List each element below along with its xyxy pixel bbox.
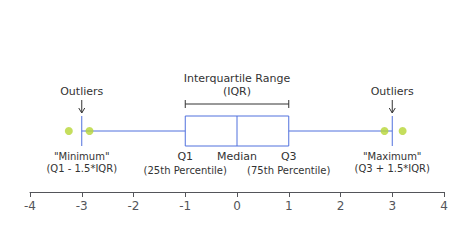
- svg-text:3: 3: [388, 199, 396, 213]
- svg-text:Interquartile Range: Interquartile Range: [184, 72, 291, 85]
- svg-text:1: 1: [285, 199, 293, 213]
- svg-text:(25th Percentile): (25th Percentile): [144, 165, 227, 176]
- svg-text:"Minimum": "Minimum": [54, 151, 110, 162]
- svg-text:2: 2: [337, 199, 345, 213]
- svg-text:-4: -4: [24, 199, 36, 213]
- svg-text:-3: -3: [76, 199, 88, 213]
- svg-text:0: 0: [233, 199, 241, 213]
- svg-text:-1: -1: [179, 199, 191, 213]
- svg-text:(Q3 + 1.5*IQR): (Q3 + 1.5*IQR): [355, 163, 431, 174]
- svg-text:"Maximum": "Maximum": [363, 151, 421, 162]
- svg-text:Q3: Q3: [281, 150, 297, 163]
- svg-text:Q1: Q1: [177, 150, 193, 163]
- svg-text:4: 4: [440, 199, 448, 213]
- svg-text:Outliers: Outliers: [371, 85, 414, 98]
- svg-text:Outliers: Outliers: [60, 85, 103, 98]
- svg-text:-2: -2: [128, 199, 140, 213]
- svg-text:(75th Percentile): (75th Percentile): [247, 165, 330, 176]
- svg-text:(IQR): (IQR): [223, 85, 251, 98]
- svg-text:Median: Median: [217, 150, 257, 163]
- svg-text:(Q1 - 1.5*IQR): (Q1 - 1.5*IQR): [46, 163, 117, 174]
